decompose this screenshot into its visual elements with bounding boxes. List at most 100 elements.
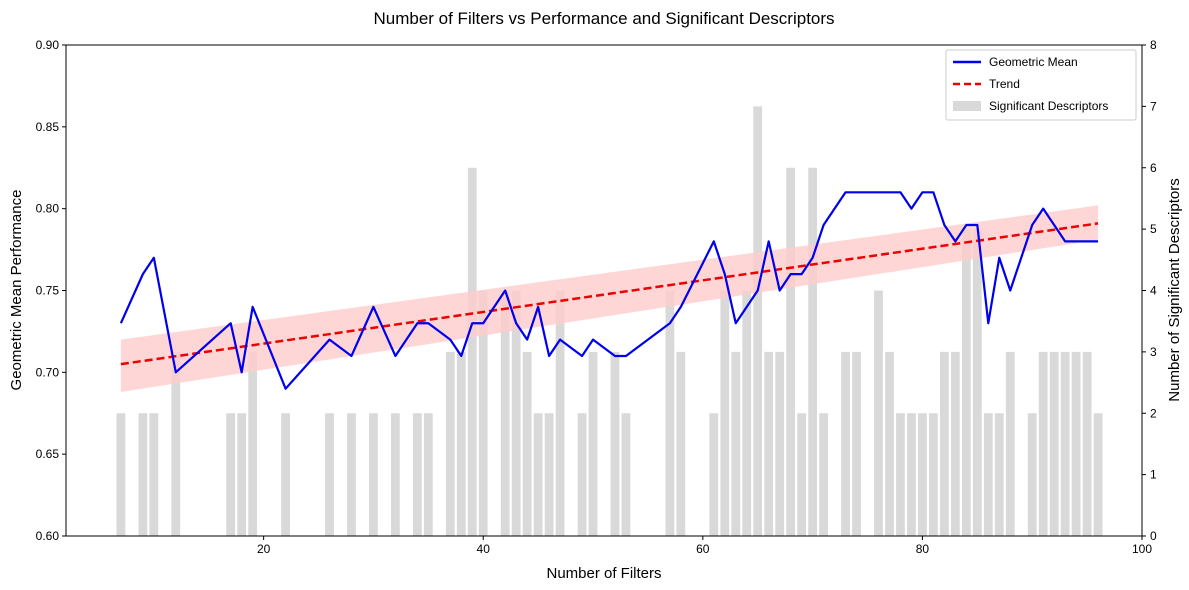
legend-desc-swatch: [953, 101, 981, 111]
descriptor-bar: [226, 413, 236, 536]
descriptor-bar: [347, 413, 356, 536]
y-axis-ticks: 0.60 0.65 0.70 0.75 0.80 0.85 0.90: [36, 38, 66, 543]
descriptor-bar: [709, 413, 719, 536]
y-tick-label: 0.90: [36, 38, 60, 52]
y2-axis-ticks: 0 1 2 3 4 5 6 7 8: [1142, 38, 1157, 543]
descriptor-bar: [1049, 351, 1059, 536]
descriptor-bar: [1060, 351, 1070, 536]
descriptor-bar: [994, 413, 1004, 536]
y-tick-label: 0.80: [36, 202, 60, 216]
descriptor-bar: [281, 413, 290, 536]
x-tick-label: 20: [257, 542, 271, 556]
descriptor-bar: [676, 351, 686, 536]
descriptor-bar: [511, 290, 521, 536]
descriptor-bar: [1093, 413, 1103, 536]
descriptor-bar: [1082, 351, 1092, 536]
descriptor-bar: [325, 413, 334, 536]
x-axis-title: Number of Filters: [546, 565, 661, 582]
descriptor-bar: [907, 413, 916, 536]
y-tick-label: 0.65: [36, 447, 60, 461]
descriptor-bar: [665, 290, 675, 536]
descriptor-bar: [171, 351, 181, 536]
chart-title: Number of Filters vs Performance and Sig…: [373, 9, 834, 28]
geometric-mean-path: [119, 191, 1099, 390]
legend: Geometric Mean Trend Significant Descrip…: [945, 49, 1137, 121]
y-tick-label: 0.60: [36, 529, 60, 543]
descriptor-bar: [500, 290, 510, 536]
trend-line-path: [120, 222, 1099, 366]
descriptor-bar: [248, 351, 258, 536]
y2-tick-label: 0: [1150, 529, 1157, 543]
x-axis-ticks: 20 40 60 80 100: [257, 536, 1152, 556]
y-axis-title: Geometric Mean Performance: [8, 190, 25, 391]
y-tick-label: 0.75: [36, 284, 60, 298]
descriptor-bar: [983, 413, 993, 536]
descriptor-bar: [116, 413, 126, 536]
x-tick-label: 60: [696, 542, 710, 556]
descriptor-bar: [1071, 351, 1081, 536]
descriptor-bar: [720, 290, 730, 536]
descriptor-bar: [390, 413, 400, 536]
descriptor-bar: [764, 351, 774, 536]
descriptor-bar: [885, 351, 894, 536]
descriptor-bar: [819, 413, 828, 536]
descriptor-bar: [753, 106, 763, 536]
descriptor-bar: [412, 413, 422, 536]
x-tick-label: 100: [1132, 542, 1152, 556]
descriptor-bar: [138, 413, 148, 536]
descriptor-bar: [939, 351, 949, 536]
descriptor-bar: [896, 413, 905, 536]
y2-tick-label: 1: [1150, 468, 1157, 482]
descriptor-bar: [445, 351, 455, 536]
trend-band: [120, 205, 1099, 392]
descriptor-bar: [423, 413, 433, 536]
descriptor-bar: [149, 413, 159, 536]
descriptor-bar: [522, 351, 532, 536]
descriptor-bar: [972, 229, 982, 536]
descriptor-bar: [731, 351, 741, 536]
geometric-mean-line: [119, 191, 1099, 390]
descriptor-bar: [742, 290, 752, 536]
descriptor-bar: [369, 413, 378, 536]
descriptor-bar: [918, 413, 927, 536]
legend-desc-label: Significant Descriptors: [989, 99, 1108, 113]
trend-line: [120, 222, 1099, 366]
legend-box: [945, 49, 1137, 121]
descriptor-bar: [533, 413, 543, 536]
descriptor-bar: [852, 351, 861, 536]
legend-geo-label: Geometric Mean: [989, 55, 1078, 69]
descriptor-bar: [1027, 413, 1037, 536]
descriptor-bar: [786, 167, 796, 536]
descriptor-bar: [808, 167, 818, 536]
descriptor-bar: [588, 351, 598, 536]
descriptor-bar: [1038, 351, 1048, 536]
descriptor-bar: [1005, 351, 1015, 536]
x-tick-label: 80: [916, 542, 930, 556]
descriptor-bar: [928, 413, 938, 536]
descriptor-bar: [610, 351, 620, 536]
descriptor-bar: [577, 413, 587, 536]
descriptor-bar: [874, 290, 883, 536]
descriptor-bar: [456, 351, 466, 536]
trend-confidence-band: [120, 205, 1099, 392]
y-tick-label: 0.85: [36, 120, 60, 134]
descriptor-bar: [775, 351, 785, 536]
descriptor-bar: [961, 229, 971, 536]
y2-tick-label: 8: [1150, 38, 1157, 52]
descriptor-bar: [555, 290, 565, 536]
descriptor-bar: [841, 351, 850, 536]
descriptor-bars: [116, 106, 1103, 536]
legend-trend-label: Trend: [989, 77, 1020, 91]
descriptor-bar: [797, 413, 807, 536]
descriptor-bar: [544, 413, 554, 536]
y-tick-label: 0.70: [36, 365, 60, 379]
x-tick-label: 40: [477, 542, 491, 556]
y2-tick-label: 5: [1150, 222, 1157, 236]
y2-tick-label: 6: [1150, 161, 1157, 175]
y2-tick-label: 3: [1150, 345, 1157, 359]
descriptor-bar: [621, 413, 631, 536]
y2-tick-label: 2: [1150, 406, 1157, 420]
descriptor-bar: [237, 413, 247, 536]
y2-tick-label: 7: [1150, 99, 1157, 113]
